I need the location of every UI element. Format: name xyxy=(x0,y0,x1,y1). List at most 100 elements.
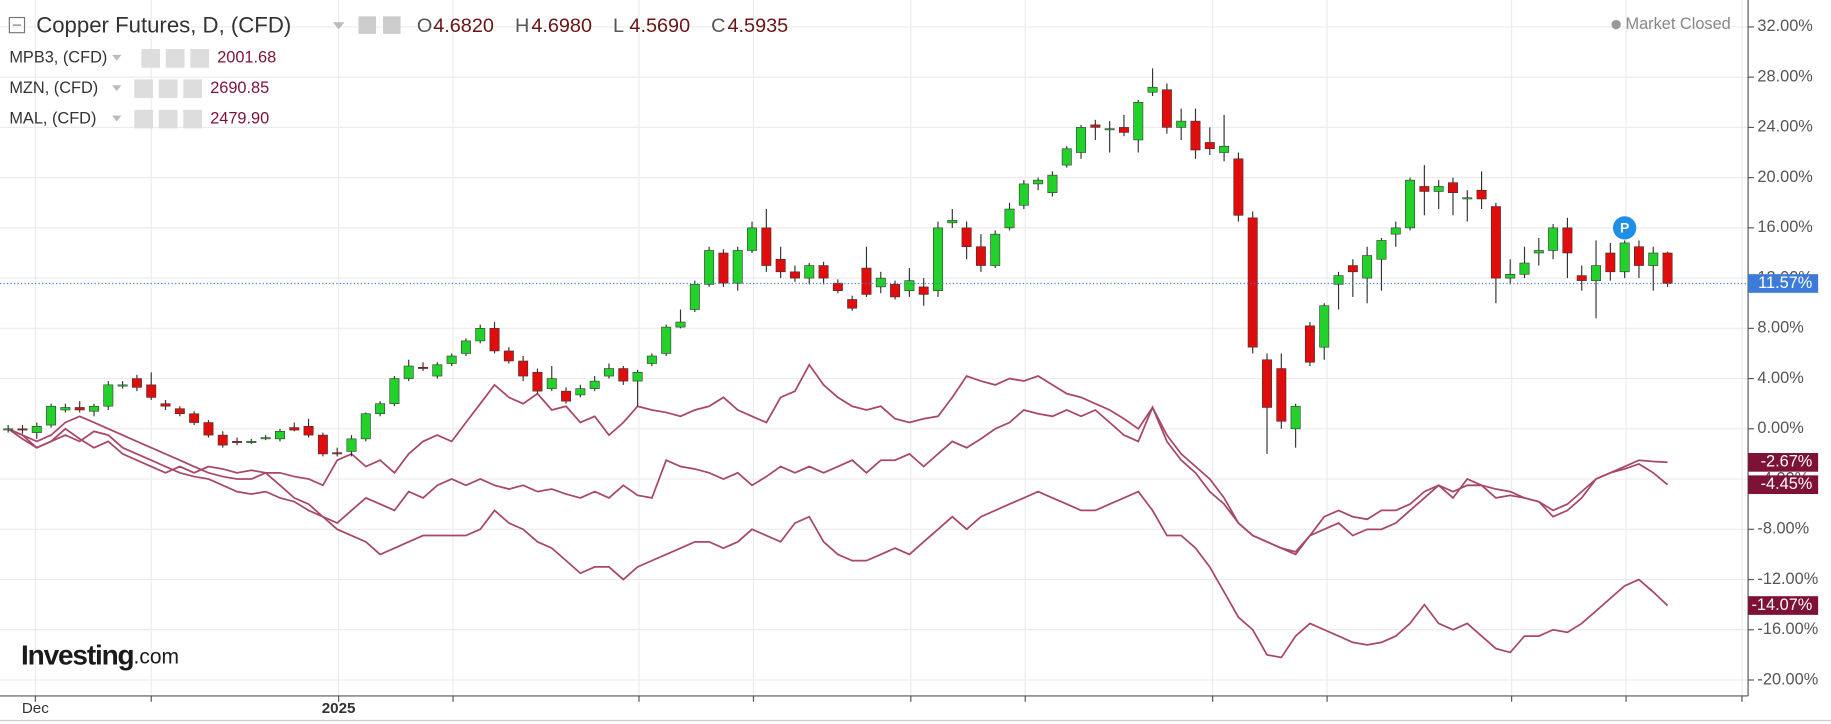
candle-body xyxy=(346,438,357,452)
remove-icon[interactable] xyxy=(183,109,203,129)
legend: Copper Futures, D, (CFD) MPB3, (CFD) 2001… xyxy=(8,13,788,129)
candle-body xyxy=(847,299,858,309)
candle-body xyxy=(1118,127,1129,133)
remove-icon[interactable] xyxy=(190,49,210,68)
axes: 32.00%28.00%24.00%20.00%16.00%12.00%8.00… xyxy=(22,17,1818,717)
settings-icon[interactable] xyxy=(158,109,178,129)
candle-body xyxy=(1004,208,1015,229)
event-marker[interactable] xyxy=(1612,216,1637,240)
candle-body xyxy=(789,271,800,279)
candle-body xyxy=(146,384,157,398)
candle-body xyxy=(1519,262,1530,275)
candle-body xyxy=(74,407,85,411)
candle-body xyxy=(1333,275,1344,285)
grid xyxy=(0,0,1749,696)
ohlc-key: L xyxy=(613,15,624,37)
candle-body xyxy=(646,355,657,364)
candle-body xyxy=(561,390,572,402)
remove-icon[interactable] xyxy=(183,79,203,99)
title-dropdown[interactable] xyxy=(332,22,345,30)
candle-body xyxy=(1605,252,1616,273)
watermark: Investing.com xyxy=(21,640,179,671)
candle-body xyxy=(3,428,14,431)
visibility-icon[interactable] xyxy=(134,109,153,129)
series-dropdown[interactable] xyxy=(112,85,122,92)
candle-body xyxy=(246,441,257,443)
candle-body xyxy=(518,360,529,377)
candle-body xyxy=(89,405,99,412)
visibility-icon[interactable] xyxy=(141,49,160,68)
candle-body xyxy=(589,380,600,389)
candle-body xyxy=(575,388,586,396)
candle-body xyxy=(303,426,314,436)
candle-body xyxy=(1362,255,1373,279)
candle-body xyxy=(503,350,514,362)
market-status: Market Closed xyxy=(1611,15,1731,33)
candles: P xyxy=(0,68,1749,457)
candle-body xyxy=(46,405,57,426)
series-price-label-bg xyxy=(1748,475,1819,495)
y-tick-label: -20.00% xyxy=(1757,670,1818,688)
candle-body xyxy=(775,258,786,273)
series-price-label: -14.07% xyxy=(1751,596,1812,614)
candle-body xyxy=(1219,145,1230,153)
ohlc-key: O xyxy=(417,15,432,37)
candle-body xyxy=(718,252,729,284)
settings-icon[interactable] xyxy=(165,49,185,68)
settings-icon[interactable] xyxy=(158,79,178,99)
settings-icon[interactable] xyxy=(383,16,401,34)
candle-body xyxy=(632,372,643,382)
candle-body xyxy=(704,250,715,285)
series-price: 2690.85 xyxy=(210,79,269,97)
candle-body xyxy=(1076,127,1087,153)
comparison-line xyxy=(7,405,1669,556)
candle-body xyxy=(1433,186,1444,192)
candle-body xyxy=(403,365,414,379)
series-price-label: -4.45% xyxy=(1761,475,1813,493)
candle-body xyxy=(804,265,815,279)
candle-body xyxy=(174,408,185,415)
last-price-label: 11.57% xyxy=(1758,274,1812,292)
candle-body xyxy=(947,220,958,224)
candle-body xyxy=(1176,120,1187,128)
candle-body xyxy=(1104,128,1115,131)
visibility-icon[interactable] xyxy=(134,79,153,99)
candle-body xyxy=(532,372,543,392)
visibility-icon[interactable] xyxy=(358,16,377,34)
candle-body xyxy=(289,427,300,431)
candle-body xyxy=(418,366,428,369)
candle-body xyxy=(1476,189,1487,200)
candle-body xyxy=(1376,240,1387,260)
series-dropdown[interactable] xyxy=(112,54,122,61)
candle-body xyxy=(1448,182,1458,193)
collapse-button[interactable] xyxy=(8,16,26,34)
candle-body xyxy=(689,284,700,310)
candle-body xyxy=(489,328,500,352)
candle-body xyxy=(117,384,128,387)
status-dot xyxy=(1611,19,1621,30)
y-tick-label: 16.00% xyxy=(1757,218,1812,236)
candle-body xyxy=(1633,246,1644,266)
series-dropdown[interactable] xyxy=(112,115,122,122)
event-marker-label: P xyxy=(1620,220,1629,236)
candle-body xyxy=(160,403,171,407)
candle-body xyxy=(1061,148,1072,166)
candle-body xyxy=(761,227,772,266)
candle-body xyxy=(275,431,285,440)
candle-body xyxy=(1133,101,1144,141)
candle-body xyxy=(1347,265,1358,273)
candle-body xyxy=(546,378,557,389)
candle-body xyxy=(933,227,943,291)
watermark-text: Investing.com xyxy=(21,640,179,671)
y-tick-label: -8.00% xyxy=(1757,520,1809,538)
candle-body xyxy=(1319,305,1330,348)
y-tick-label: 24.00% xyxy=(1757,118,1812,136)
candle-body xyxy=(103,384,114,407)
candle-body xyxy=(432,364,443,377)
y-tick-label: 8.00% xyxy=(1757,319,1803,337)
candle-body xyxy=(1033,179,1044,185)
status-text: Market Closed xyxy=(1625,15,1730,33)
candle-body xyxy=(604,368,614,377)
